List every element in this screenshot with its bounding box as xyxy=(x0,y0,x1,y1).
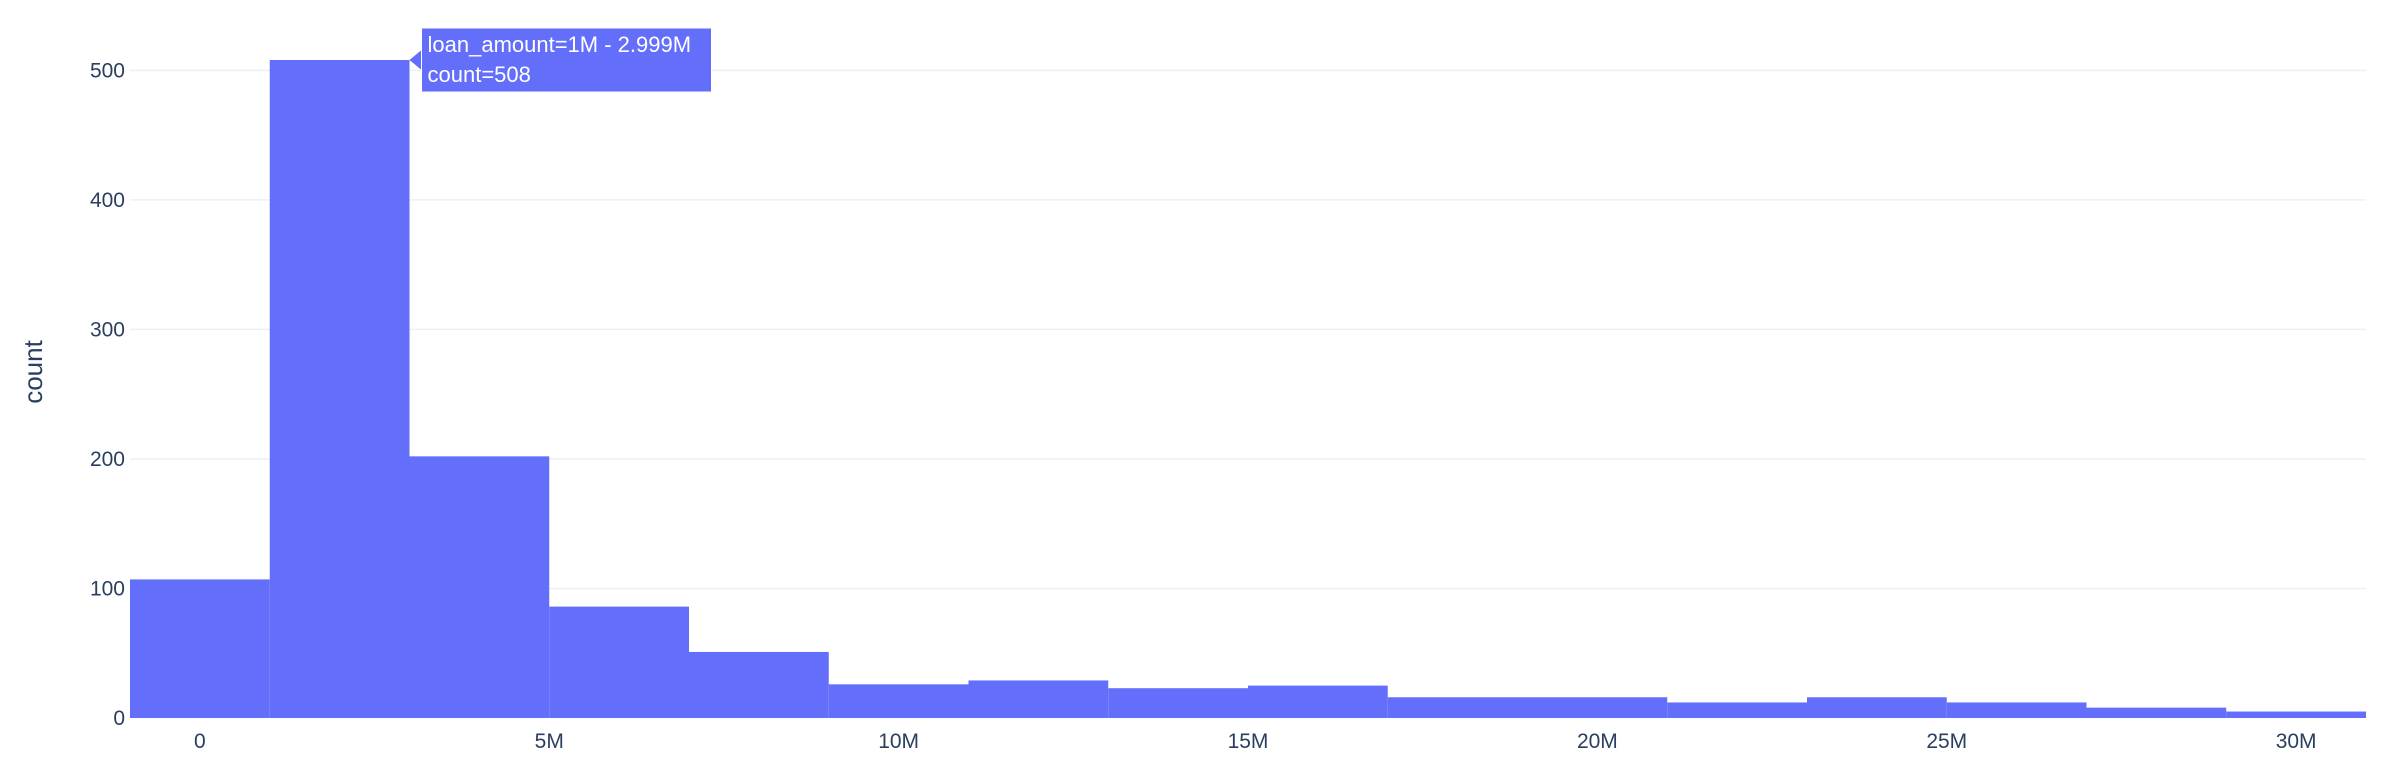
hover-tooltip: loan_amount=1M - 2.999M count=508 xyxy=(409,27,712,93)
x-tick-label: 5M xyxy=(535,730,564,753)
tooltip-line-count: count=508 xyxy=(428,62,531,87)
y-tick-label: 0 xyxy=(113,707,125,730)
y-tick-label: 300 xyxy=(90,318,125,341)
histogram-bar[interactable] xyxy=(1108,688,1248,718)
y-tick-label: 500 xyxy=(90,59,125,82)
histogram-bar[interactable] xyxy=(549,606,689,718)
y-tick-label: 400 xyxy=(90,189,125,212)
x-tick-label: 30M xyxy=(2276,730,2317,753)
histogram-bar[interactable] xyxy=(1387,697,1528,718)
x-tick-label: 10M xyxy=(878,730,919,753)
x-tick-label: 0 xyxy=(194,730,206,753)
histogram-bar[interactable] xyxy=(1248,685,1388,718)
histogram-bar[interactable] xyxy=(968,680,1109,718)
histogram-bar[interactable] xyxy=(689,651,829,718)
y-axis-title: count xyxy=(18,339,48,403)
y-tick-label: 200 xyxy=(90,448,125,471)
y-tick-label: 100 xyxy=(90,577,125,600)
histogram-bar[interactable] xyxy=(828,684,969,718)
tooltip-pointer xyxy=(409,50,422,70)
histogram-bar[interactable] xyxy=(1807,697,1947,718)
histogram-bar[interactable] xyxy=(409,456,550,718)
histogram-bars xyxy=(130,60,2366,718)
tooltip-line-range: loan_amount=1M - 2.999M xyxy=(428,32,692,57)
x-tick-label: 15M xyxy=(1228,730,1269,753)
histogram-bar[interactable] xyxy=(2226,711,2366,718)
histogram-bar[interactable] xyxy=(2086,707,2227,718)
tooltip-box xyxy=(421,27,712,93)
histogram-bar[interactable] xyxy=(1667,702,1807,718)
histogram-bar[interactable] xyxy=(1527,697,1668,718)
x-tick-label: 25M xyxy=(1926,730,1967,753)
x-tick-label: 20M xyxy=(1577,730,1618,753)
y-axis-ticks: 0 100 200 300 400 500 xyxy=(90,59,125,730)
histogram-bar[interactable] xyxy=(130,579,270,718)
x-axis-ticks: 0 5M 10M 15M 20M 25M 30M xyxy=(194,730,2317,753)
histogram-bar[interactable] xyxy=(1946,702,2087,718)
histogram-bar[interactable] xyxy=(269,60,410,718)
